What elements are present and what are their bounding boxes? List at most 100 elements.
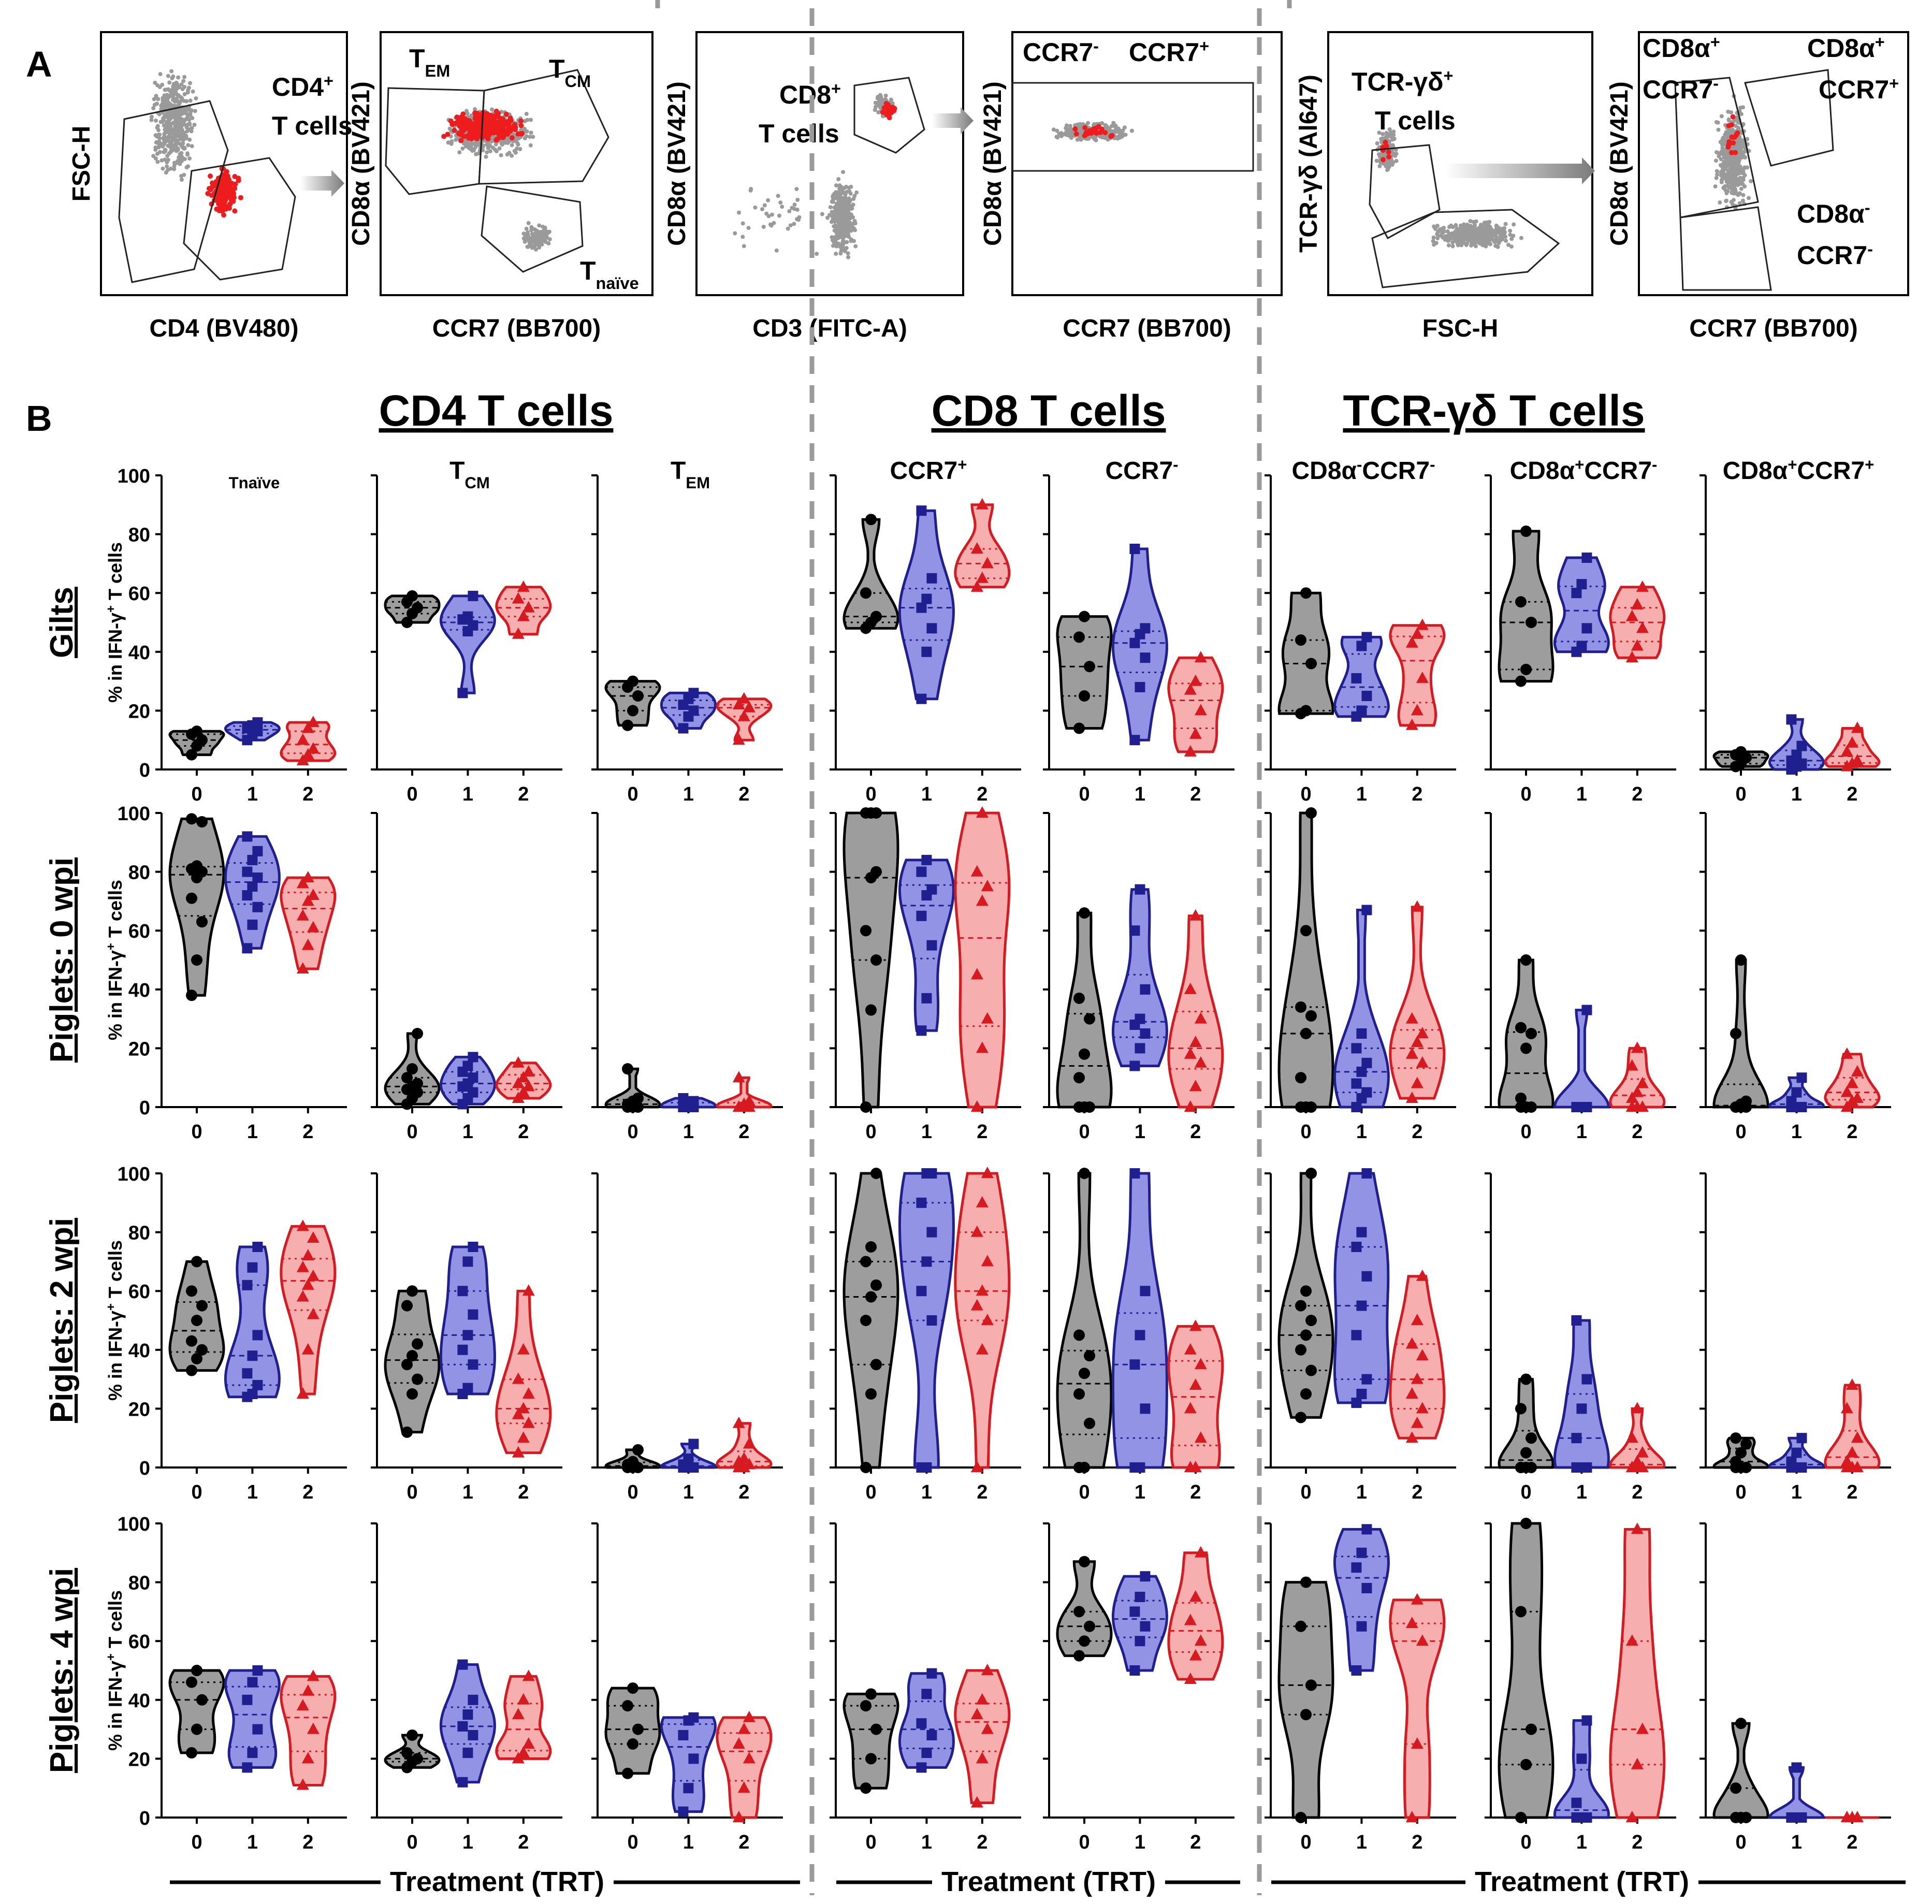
data-point-square [1135, 884, 1145, 895]
event-dot [1465, 236, 1470, 240]
data-point-circle [1305, 1168, 1317, 1179]
gate-label-part: CD4 [272, 72, 324, 101]
data-point-square [462, 1330, 473, 1341]
data-point-circle [865, 1388, 877, 1400]
event-dot [838, 224, 843, 228]
event-dot [1503, 222, 1508, 226]
event-dot [1742, 165, 1747, 170]
event-dot [1741, 193, 1746, 197]
event-dot [497, 146, 502, 151]
gate-label: T cells [759, 119, 839, 148]
data-point-square [1361, 905, 1372, 915]
event-dot [151, 154, 156, 158]
data-point-circle [1295, 1812, 1307, 1823]
data-point-square [1356, 1028, 1367, 1039]
data-point-circle [1084, 661, 1096, 673]
event-dot [1717, 154, 1721, 158]
event-dot [514, 139, 518, 143]
event-dot [1497, 241, 1501, 245]
x-tick-label: 2 [302, 1121, 313, 1143]
data-point-square [457, 688, 468, 699]
x-tick-label: 1 [1135, 1832, 1145, 1853]
data-point-circle [1515, 1812, 1527, 1823]
y-axis-label-part: T cells [105, 542, 126, 605]
event-dot [149, 118, 154, 122]
event-dot [170, 148, 175, 153]
event-dot [1469, 232, 1474, 237]
data-point-circle [412, 1028, 424, 1039]
event-dot [222, 203, 227, 209]
event-dot [1088, 130, 1094, 136]
column-title: TCM [449, 457, 490, 492]
data-point-square [1140, 652, 1151, 663]
data-point-circle [401, 1426, 413, 1438]
y-axis-label-part: + [104, 943, 118, 950]
x-tick-label: 1 [1135, 1121, 1145, 1143]
data-point-square [252, 1242, 263, 1252]
x-tick-label: 1 [921, 1121, 932, 1143]
event-dot [191, 89, 195, 94]
data-point-square [688, 688, 699, 699]
x-tick-label: 2 [302, 783, 313, 805]
x-tick-label: 2 [518, 1481, 529, 1503]
event-dot [229, 181, 235, 186]
data-point-square [1356, 1300, 1367, 1311]
event-dot [1096, 124, 1101, 129]
event-dot [1728, 180, 1733, 185]
data-point-circle [870, 1168, 882, 1179]
data-point-circle [632, 1092, 644, 1104]
y-axis-label: % in IFN-γ+ T cells [104, 1240, 126, 1401]
event-dot [457, 124, 462, 129]
event-dot [1446, 243, 1451, 248]
data-point-circle [870, 611, 882, 622]
event-dot [187, 122, 192, 127]
violin-shape [1553, 556, 1610, 653]
event-dot [502, 128, 508, 134]
event-dot [537, 223, 542, 228]
row-title: Piglets: 4 wpi [44, 1568, 80, 1773]
event-dot [168, 105, 172, 109]
event-dot [748, 188, 753, 193]
event-dot [484, 124, 489, 129]
event-dot [1432, 224, 1436, 229]
event-dot [166, 114, 170, 119]
event-dot [182, 84, 187, 89]
data-point-circle [1305, 658, 1317, 670]
data-point-circle [406, 1350, 418, 1362]
x-tick-label: 1 [1791, 783, 1802, 805]
column-title-part: - [1357, 456, 1362, 474]
event-dot [1733, 174, 1737, 179]
event-dot [849, 239, 853, 243]
data-point-circle [870, 1723, 882, 1735]
event-dot [510, 153, 514, 158]
event-dot [889, 97, 893, 102]
event-dot [169, 69, 174, 74]
event-dot [1377, 152, 1381, 156]
gate-label-part: CCR7 [1129, 38, 1199, 67]
gate-label-part: + [1875, 33, 1885, 51]
event-dot [1719, 114, 1724, 119]
event-dot [1065, 123, 1069, 128]
event-dot [508, 118, 514, 124]
event-dot [790, 206, 794, 210]
event-dot [175, 118, 179, 123]
data-point-square [926, 940, 937, 951]
event-dot [184, 134, 188, 138]
event-dot [1506, 242, 1510, 247]
event-dot [1108, 134, 1114, 139]
violin-plot-cell: 0 1 2 [1043, 474, 1234, 805]
x-tick-label: 0 [406, 1121, 417, 1143]
event-dot [151, 106, 156, 110]
x-tick-label: 0 [1079, 1481, 1090, 1503]
data-point-circle [1073, 1606, 1085, 1618]
event-dot [173, 143, 178, 148]
event-dot [190, 144, 194, 149]
y-axis-label: % in IFN-γ+ T cells [104, 1590, 126, 1751]
plot-frame [695, 31, 964, 296]
y-tick-label: 80 [128, 525, 150, 546]
x-tick-label: 0 [191, 1832, 202, 1853]
event-dot [839, 185, 844, 190]
x-tick-label: 0 [627, 1121, 638, 1143]
data-point-square [247, 1677, 258, 1688]
